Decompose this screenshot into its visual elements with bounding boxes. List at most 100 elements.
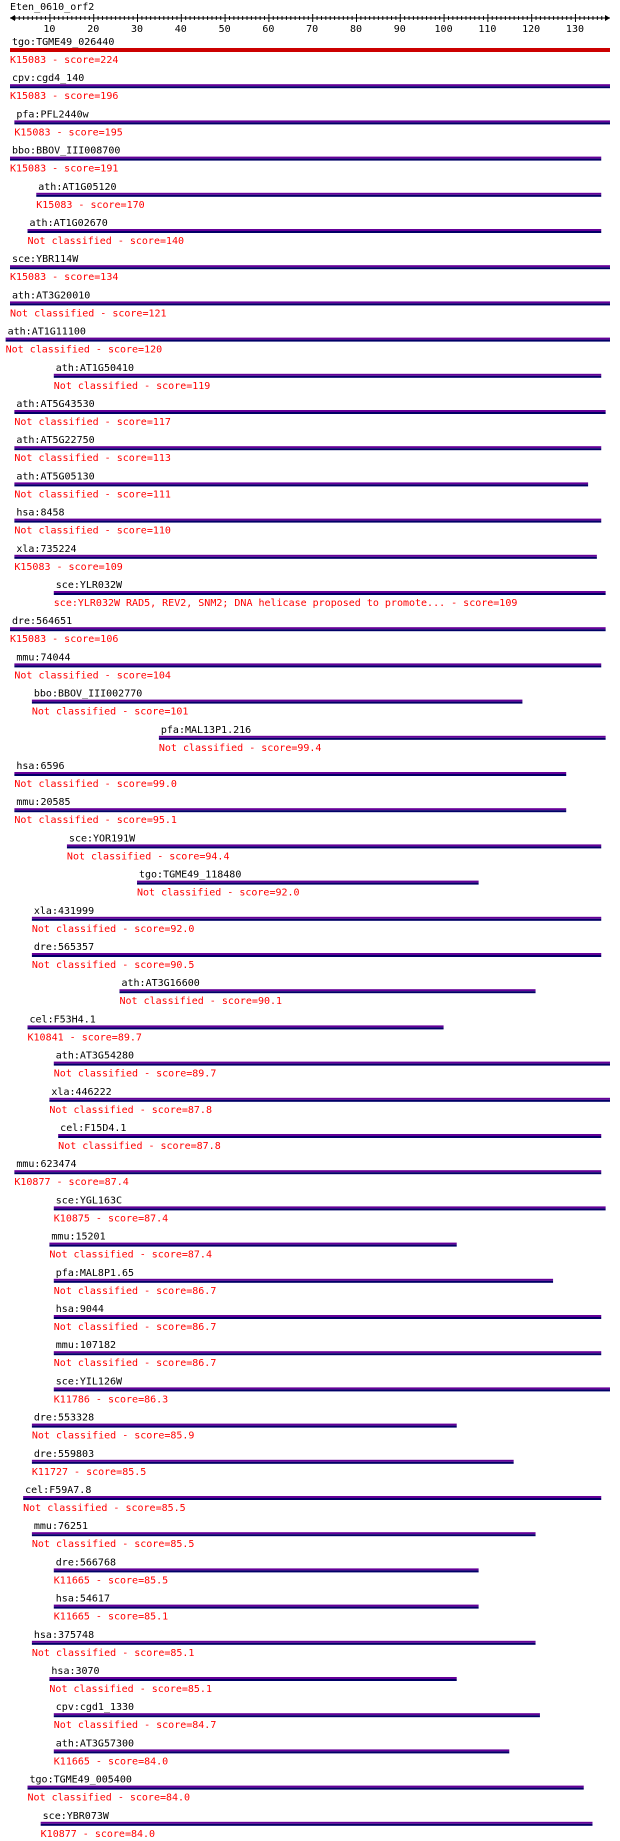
hit-alignment-bar-shadow — [14, 122, 610, 125]
hit-alignment-bar — [40, 1821, 593, 1824]
hit-row: sce:YBR073W K10877 - score=84.0 — [40, 1811, 593, 1840]
hit-row: hsa:375748 Not classified - score=85.1 — [31, 1630, 536, 1659]
hit-alignment-bar — [10, 265, 610, 268]
hit-name: xla:446222 — [51, 1087, 111, 1098]
hit-name: sce:YOR191W — [69, 833, 136, 844]
hit-alignment-bar-shadow — [31, 955, 602, 957]
hit-alignment-bar-shadow — [53, 1353, 602, 1356]
hit-alignment-bar — [10, 627, 606, 630]
hit-classification-score: K15083 - score=106 — [10, 634, 118, 645]
hit-alignment-bar-shadow — [5, 339, 611, 342]
hit-alignment-bar-shadow — [53, 1280, 554, 1283]
hit-classification-score: Not classified - score=113 — [14, 453, 171, 464]
hit-name: dre:564651 — [12, 616, 72, 627]
position-axis: 10 20 30 40 50 60 70 80 90 100 110 120 130 — [10, 14, 610, 35]
hit-name: ath:AT5G22750 — [16, 435, 94, 446]
hit-classification-score: Not classified - score=84.7 — [54, 1720, 217, 1731]
hit-alignment-bar-shadow — [53, 1570, 479, 1573]
hit-alignment-bar — [53, 1568, 479, 1571]
hit-row: ath:AT3G54280 Not classified - score=89.7 — [53, 1051, 611, 1080]
hit-row: dre:553328 Not classified - score=85.9 — [31, 1413, 457, 1442]
hit-alignment-bar — [49, 1097, 610, 1100]
hit-classification-score: K10877 - score=87.4 — [14, 1177, 128, 1188]
hit-classification-score: K11665 - score=85.5 — [54, 1575, 168, 1586]
hit-classification-score: K15083 - score=134 — [10, 272, 118, 283]
hit-alignment-bar — [14, 410, 606, 412]
hit-name: sce:YBR073W — [43, 1811, 110, 1822]
hit-name: hsa:9044 — [56, 1304, 104, 1315]
hit-name: sce:YLR032W — [56, 580, 123, 591]
hit-row: cpv:cgd1_1330 Not classified - score=84.7 — [53, 1702, 540, 1731]
hit-row: mmu:74044 Not classified - score=104 — [14, 652, 602, 681]
hit-alignment-bar — [31, 953, 602, 955]
hit-name: bbo:BBOV_III008700 — [12, 146, 120, 157]
hit-alignment-bar-shadow — [53, 375, 602, 378]
hit-alignment-bar-shadow — [31, 701, 523, 704]
hit-name: xla:431999 — [34, 906, 94, 917]
hit-name: ath:AT3G54280 — [56, 1051, 134, 1062]
hit-name: ath:AT3G20010 — [12, 290, 90, 301]
hit-name: mmu:623474 — [16, 1159, 76, 1170]
hit-row: ath:AT1G02670 Not classified - score=140 — [27, 218, 602, 247]
hit-row: xla:446222 Not classified - score=87.8 — [49, 1087, 610, 1116]
hit-name: cel:F59A7.8 — [25, 1485, 91, 1496]
hit-alignment-bar — [27, 229, 602, 231]
hit-row: hsa:8458 Not classified - score=110 — [14, 508, 602, 537]
hit-alignment-bar-shadow — [31, 1534, 536, 1537]
hit-name: pfa:MAL13P1.216 — [161, 725, 251, 736]
hit-classification-score: K15083 - score=195 — [14, 127, 122, 138]
hit-classification-score: Not classified - score=101 — [32, 707, 189, 718]
axis-tick-label: 130 — [566, 24, 584, 35]
hit-alignment-bar — [14, 554, 597, 557]
hit-classification-score: Not classified - score=104 — [14, 670, 171, 681]
hit-row: ath:AT1G05120 K15083 - score=170 — [36, 182, 602, 211]
axis-left-arrow-icon — [10, 15, 15, 21]
hit-alignment-bar — [14, 772, 567, 774]
hit-classification-score: Not classified - score=87.4 — [49, 1250, 212, 1261]
hit-alignment-bar — [49, 1677, 457, 1679]
hit-alignment-bar — [31, 699, 523, 702]
hit-name: hsa:54617 — [56, 1594, 110, 1605]
hit-name: xla:735224 — [16, 544, 76, 555]
axis-tick-label: 80 — [350, 24, 362, 35]
hit-classification-score: Not classified - score=111 — [14, 489, 171, 500]
hit-alignment-bar — [10, 301, 610, 304]
hit-alignment-bar — [14, 663, 602, 666]
hit-classification-score: Not classified - score=121 — [10, 308, 167, 319]
hit-alignment-bar-shadow — [31, 1425, 457, 1428]
axis-tick-label: 90 — [394, 24, 406, 35]
hit-classification-score: Not classified - score=85.1 — [32, 1648, 195, 1659]
hit-alignment-bar-shadow — [10, 267, 610, 270]
hit-name: tgo:TGME49_005400 — [30, 1775, 132, 1786]
query-title: Eten_0610_orf2 — [10, 2, 94, 13]
hit-name: tgo:TGME49_026440 — [12, 37, 114, 48]
hit-name: mmu:74044 — [16, 652, 70, 663]
hit-name: hsa:375748 — [34, 1630, 94, 1641]
hit-row: ath:AT3G16600 Not classified - score=90.1 — [119, 978, 536, 1007]
hit-alignment-bar-shadow — [31, 918, 602, 921]
hit-alignment-bar-shadow — [53, 1751, 510, 1754]
hit-alignment-bar — [119, 989, 536, 992]
hit-alignment-bar — [27, 1785, 584, 1788]
hit-classification-score: Not classified - score=99.4 — [159, 743, 322, 754]
hit-classification-score: K15083 - score=196 — [10, 91, 118, 102]
hit-alignment-bar-shadow — [10, 629, 606, 632]
hit-classification-score: Not classified - score=85.1 — [49, 1684, 212, 1695]
hit-row: ath:AT3G57300 K11665 - score=84.0 — [53, 1738, 510, 1767]
hit-alignment-bar — [14, 1170, 602, 1173]
hit-row: mmu:623474 K10877 - score=87.4 — [14, 1159, 602, 1188]
hit-alignment-bar-shadow — [27, 1787, 584, 1790]
hit-alignment-bar-shadow — [31, 1461, 514, 1464]
hit-alignment-bar — [14, 808, 567, 811]
hit-name: ath:AT5G43530 — [16, 399, 94, 410]
hit-name: sce:YIL126W — [56, 1376, 123, 1387]
hit-classification-score: K10875 - score=87.4 — [54, 1213, 168, 1224]
hit-alignment-bar-shadow — [23, 1498, 602, 1500]
hit-alignment-bar — [23, 1496, 602, 1498]
hit-name: dre:559803 — [34, 1449, 94, 1460]
hit-row: xla:735224 K15083 - score=109 — [14, 544, 597, 573]
hit-alignment-bar-shadow — [14, 412, 606, 414]
axis-tick-label: 40 — [175, 24, 187, 35]
hit-row: sce:YBR114W K15083 - score=134 — [10, 254, 610, 283]
hit-classification-score: Not classified - score=140 — [28, 236, 185, 247]
